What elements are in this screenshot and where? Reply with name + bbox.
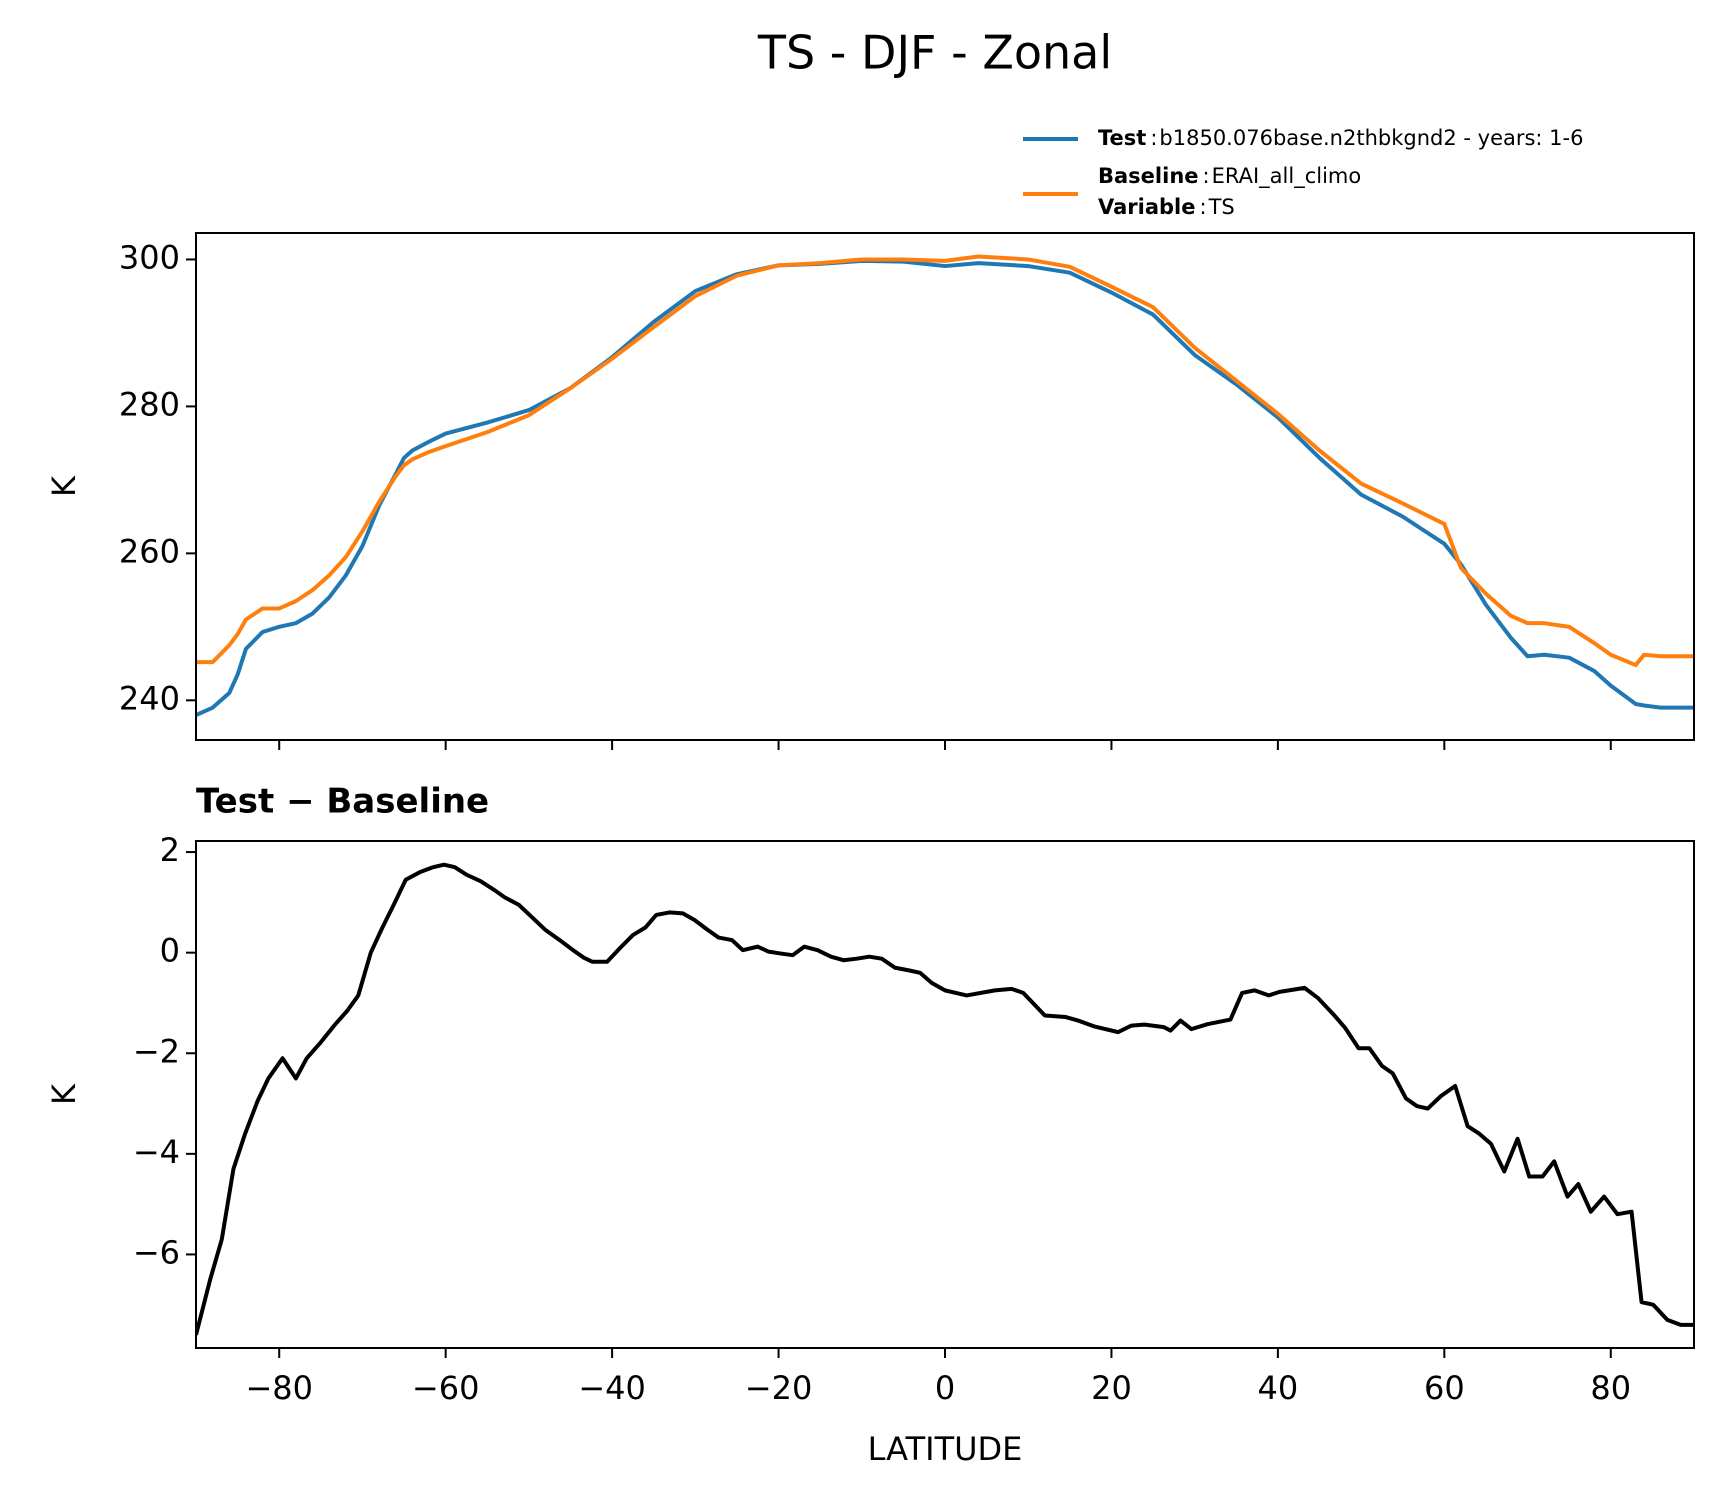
legend-label: TS [1208, 195, 1235, 219]
y-tick-label: 240 [119, 679, 180, 717]
x-tick-label: −20 [745, 1369, 813, 1407]
legend-separator: : [1150, 126, 1157, 150]
y-tick-label: 2 [160, 831, 180, 869]
x-tick-label: 0 [935, 1369, 955, 1407]
subplot: 240260280300KTest:b1850.076base.n2thbkgn… [45, 126, 1695, 750]
y-tick-label: −6 [133, 1233, 180, 1271]
legend-label: ERAI_all_climo [1212, 164, 1362, 189]
legend-text: Test:b1850.076base.n2thbkgnd2 - years: 1… [1098, 126, 1583, 150]
legend-text: Variable:TS [1098, 195, 1235, 219]
x-tick-label: 40 [1258, 1369, 1299, 1407]
y-tick-label: −2 [133, 1032, 180, 1070]
legend-separator: : [1199, 195, 1206, 219]
figure-title: TS - DJF - Zonal [757, 26, 1112, 80]
subplot: −6−4−202−80 −60 −40 −20 0 20 40 60 80KLATITUDETe… [45, 782, 1695, 1468]
y-tick-label: 300 [119, 238, 180, 276]
axes-frame [195, 232, 1695, 741]
x-tick-label: −80 [245, 1369, 313, 1407]
legend-separator: : [1203, 164, 1210, 188]
legend-text: Baseline:ERAI_all_climo [1098, 164, 1361, 189]
axes-frame [195, 840, 1695, 1349]
legend-name: Variable [1098, 195, 1195, 219]
x-tick-label: 80 [1590, 1369, 1631, 1407]
subplot-title: Test − Baseline [196, 782, 489, 822]
y-axis-label: K [45, 475, 83, 497]
y-tick-label: 280 [119, 385, 180, 423]
x-tick-label: 60 [1424, 1369, 1465, 1407]
data-line [196, 862, 1694, 1336]
legend-name: Baseline [1098, 164, 1199, 188]
x-tick-label: 20 [1091, 1369, 1132, 1407]
y-axis-label: K [45, 1083, 83, 1105]
y-tick-label: 0 [160, 932, 180, 970]
y-tick-label: −4 [133, 1133, 180, 1171]
x-tick-label: −60 [412, 1369, 480, 1407]
y-tick-label: 260 [119, 532, 180, 570]
legend-label: b1850.076base.n2thbkgnd2 - years: 1-6 [1159, 126, 1583, 150]
series-line [196, 254, 1694, 668]
x-tick-label: −40 [578, 1369, 646, 1407]
x-axis-label: LATITUDE [868, 1430, 1023, 1468]
legend-name: Test [1098, 126, 1146, 150]
